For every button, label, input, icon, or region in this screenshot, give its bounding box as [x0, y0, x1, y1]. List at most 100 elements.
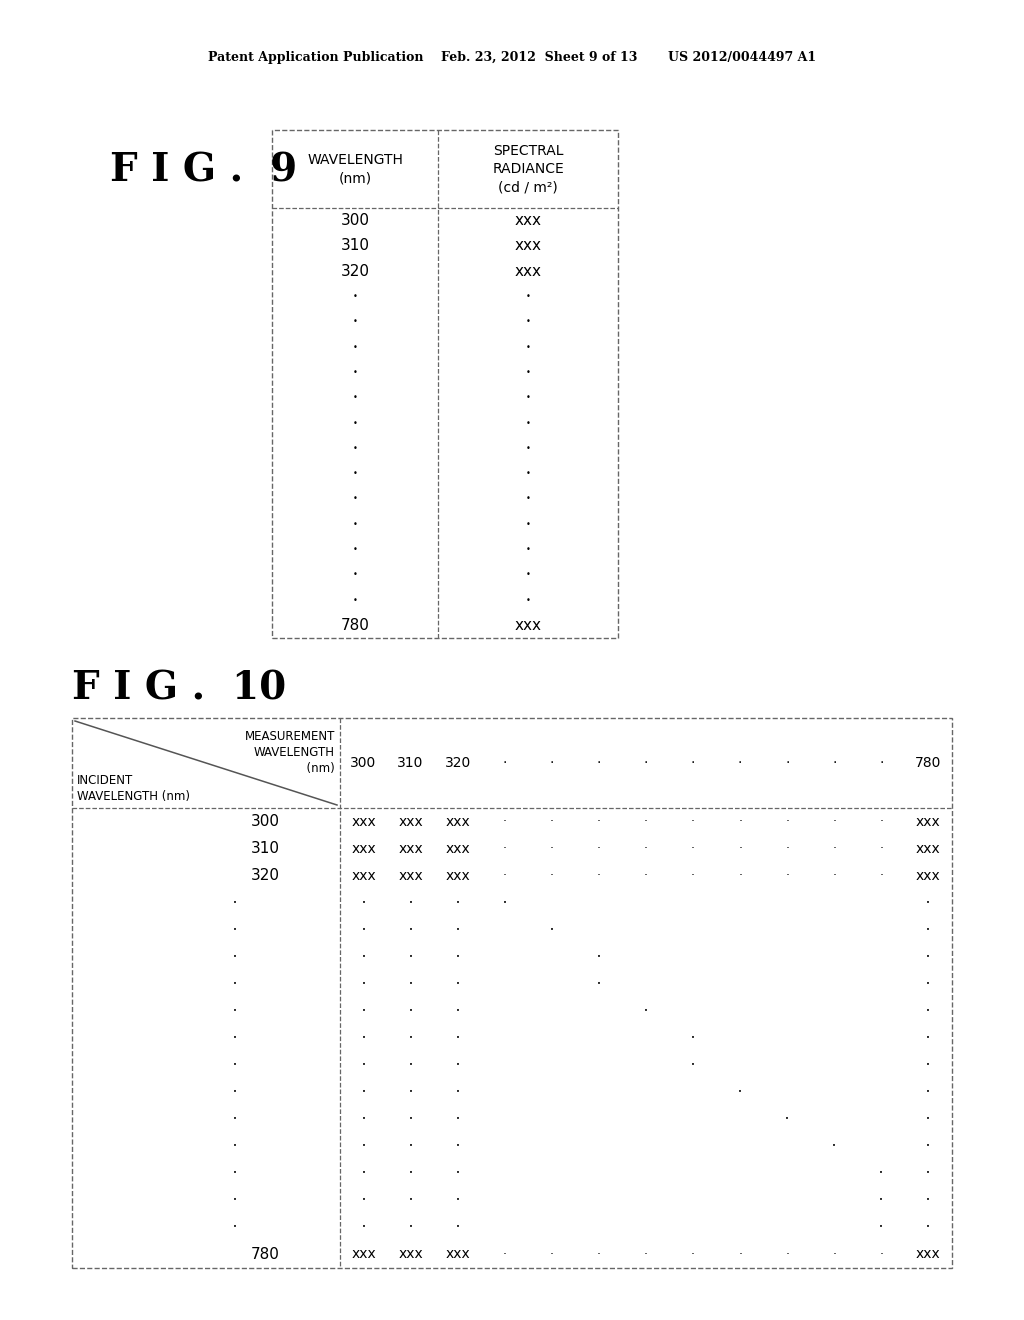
- Text: ·: ·: [880, 814, 884, 828]
- Text: ·: ·: [691, 756, 695, 770]
- Text: •: •: [361, 900, 366, 906]
- Text: 310: 310: [341, 239, 370, 253]
- Text: ·: ·: [738, 842, 742, 855]
- Text: •: •: [691, 1063, 695, 1068]
- Text: •: •: [525, 343, 530, 351]
- Text: •: •: [233, 1225, 237, 1230]
- Text: •: •: [233, 1008, 237, 1014]
- Text: ·: ·: [785, 1247, 790, 1261]
- Text: •: •: [352, 343, 357, 351]
- Text: •: •: [927, 1089, 931, 1096]
- Text: xxx: xxx: [445, 814, 470, 829]
- Text: ·: ·: [833, 1247, 837, 1261]
- Text: xxx: xxx: [445, 869, 470, 883]
- Text: •: •: [352, 520, 357, 529]
- Text: •: •: [525, 292, 530, 301]
- Text: •: •: [525, 368, 530, 378]
- Text: •: •: [785, 1117, 790, 1122]
- Text: ·: ·: [880, 869, 884, 882]
- Text: •: •: [597, 981, 601, 987]
- Text: •: •: [233, 1035, 237, 1041]
- Text: •: •: [409, 900, 413, 906]
- Text: 780: 780: [341, 618, 370, 632]
- Text: ·: ·: [550, 814, 554, 828]
- Text: ·: ·: [833, 842, 837, 855]
- Text: •: •: [525, 570, 530, 579]
- Text: •: •: [927, 1035, 931, 1041]
- Text: 310: 310: [397, 756, 424, 770]
- Text: •: •: [409, 954, 413, 960]
- Text: ·: ·: [691, 869, 695, 882]
- Text: •: •: [409, 981, 413, 987]
- Text: ·: ·: [503, 842, 507, 855]
- Text: INCIDENT
WAVELENGTH (nm): INCIDENT WAVELENGTH (nm): [77, 774, 190, 803]
- Text: 780: 780: [915, 756, 942, 770]
- Text: •: •: [525, 495, 530, 503]
- Text: •: •: [525, 545, 530, 554]
- Text: •: •: [352, 495, 357, 503]
- Text: •: •: [361, 954, 366, 960]
- Text: •: •: [927, 981, 931, 987]
- Text: xxx: xxx: [351, 1247, 376, 1262]
- Text: Patent Application Publication    Feb. 23, 2012  Sheet 9 of 13       US 2012/004: Patent Application Publication Feb. 23, …: [208, 51, 816, 65]
- Text: •: •: [233, 1063, 237, 1068]
- Text: •: •: [525, 418, 530, 428]
- Text: •: •: [361, 1117, 366, 1122]
- Text: ·: ·: [785, 869, 790, 882]
- Text: ·: ·: [880, 756, 884, 770]
- Text: ·: ·: [833, 814, 837, 828]
- Text: ·: ·: [644, 814, 648, 828]
- Text: •: •: [927, 1171, 931, 1176]
- Text: •: •: [927, 1063, 931, 1068]
- Text: ·: ·: [597, 814, 601, 828]
- Text: •: •: [361, 1035, 366, 1041]
- Text: •: •: [525, 317, 530, 326]
- Text: 300: 300: [341, 213, 370, 228]
- Text: •: •: [456, 1089, 460, 1096]
- Text: xxx: xxx: [351, 869, 376, 883]
- Text: •: •: [927, 1143, 931, 1150]
- Text: 320: 320: [444, 756, 471, 770]
- Text: WAVELENGTH
(nm): WAVELENGTH (nm): [307, 153, 402, 185]
- Text: •: •: [409, 1035, 413, 1041]
- Text: ·: ·: [550, 756, 554, 770]
- Text: •: •: [409, 1171, 413, 1176]
- Text: 320: 320: [251, 869, 280, 883]
- Text: xxx: xxx: [398, 869, 423, 883]
- Text: F I G .  10: F I G . 10: [72, 669, 287, 708]
- Text: •: •: [409, 1225, 413, 1230]
- Text: SPECTRAL
RADIANCE
(cd / m²): SPECTRAL RADIANCE (cd / m²): [493, 144, 564, 194]
- Text: •: •: [361, 1197, 366, 1204]
- Text: •: •: [352, 595, 357, 605]
- Text: ·: ·: [550, 842, 554, 855]
- Text: •: •: [456, 1143, 460, 1150]
- Text: •: •: [525, 469, 530, 478]
- Text: ·: ·: [880, 842, 884, 855]
- Text: •: •: [927, 954, 931, 960]
- Text: •: •: [409, 1143, 413, 1150]
- Text: •: •: [456, 1117, 460, 1122]
- Text: xxx: xxx: [916, 1247, 941, 1262]
- Text: xxx: xxx: [916, 814, 941, 829]
- Text: ·: ·: [597, 842, 601, 855]
- Text: •: •: [352, 469, 357, 478]
- Text: ·: ·: [785, 756, 790, 770]
- Text: •: •: [597, 954, 601, 960]
- Text: ·: ·: [644, 842, 648, 855]
- Text: ·: ·: [597, 1247, 601, 1261]
- Text: •: •: [738, 1089, 742, 1096]
- Text: ·: ·: [738, 1247, 742, 1261]
- Text: •: •: [927, 900, 931, 906]
- Text: •: •: [456, 954, 460, 960]
- Text: ·: ·: [503, 1247, 507, 1261]
- Text: •: •: [409, 1089, 413, 1096]
- Text: 320: 320: [341, 264, 370, 279]
- Bar: [72, 718, 952, 1269]
- Text: ·: ·: [691, 1247, 695, 1261]
- Text: •: •: [361, 981, 366, 987]
- Text: •: •: [352, 317, 357, 326]
- Text: •: •: [352, 368, 357, 378]
- Text: •: •: [233, 981, 237, 987]
- Text: •: •: [525, 393, 530, 403]
- Text: xxx: xxx: [398, 1247, 423, 1262]
